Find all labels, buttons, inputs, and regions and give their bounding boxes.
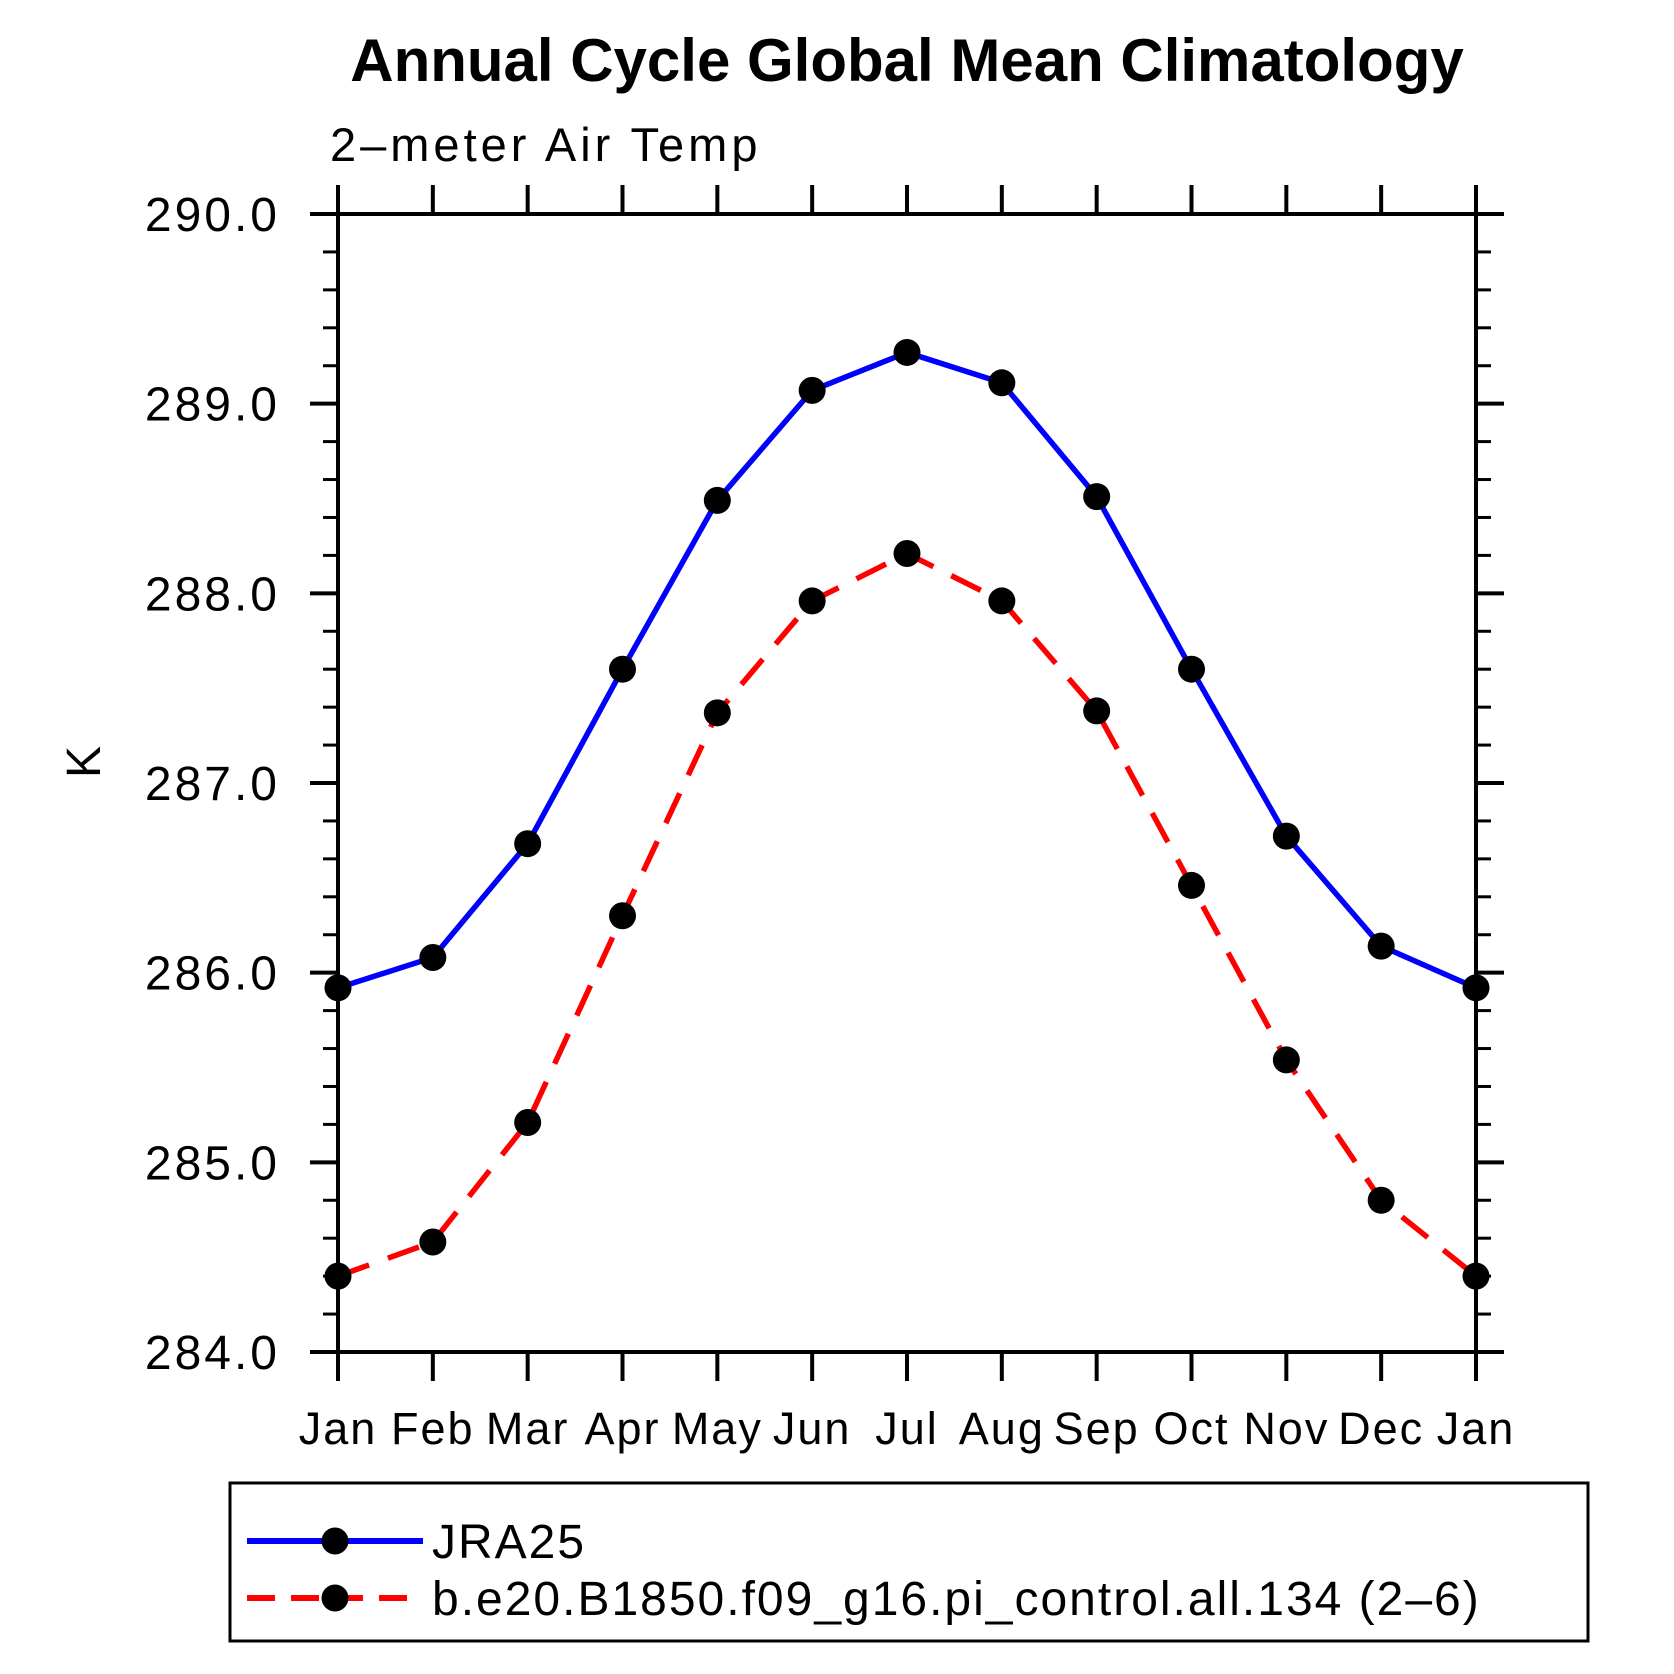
legend-label-model: b.e20.B1850.f09_g16.pi_control.all.134 (… xyxy=(432,1573,1481,1626)
x-tick-label: Oct xyxy=(1153,1403,1229,1454)
y-tick-label: 286.0 xyxy=(145,948,280,1001)
data-point-model xyxy=(1083,697,1111,725)
data-point-model xyxy=(324,1262,352,1290)
data-point-model xyxy=(1462,1262,1490,1290)
data-point-jra25 xyxy=(1367,932,1395,960)
data-point-jra25 xyxy=(324,974,352,1002)
chart-subtitle: 2–meter Air Temp xyxy=(330,118,762,171)
data-point-jra25 xyxy=(893,338,921,366)
x-tick-label: Jan xyxy=(1437,1403,1516,1454)
x-tick-label: Jul xyxy=(875,1403,939,1454)
data-point-jra25 xyxy=(703,486,731,514)
data-point-model xyxy=(1367,1186,1395,1214)
legend-marker-model xyxy=(321,1584,349,1612)
data-point-jra25 xyxy=(798,376,826,404)
y-tick-label: 288.0 xyxy=(145,568,280,621)
legend-marker-jra25 xyxy=(321,1527,349,1555)
chart-title: Annual Cycle Global Mean Climatology xyxy=(350,27,1464,94)
data-point-jra25 xyxy=(1083,483,1111,511)
data-point-model xyxy=(514,1109,542,1137)
data-point-model xyxy=(893,540,921,568)
legend-box xyxy=(228,1481,1590,1643)
data-point-model xyxy=(1178,871,1205,899)
x-tick-label: Feb xyxy=(391,1403,475,1454)
x-tick-label: May xyxy=(672,1403,763,1454)
data-point-model xyxy=(1272,1046,1300,1074)
y-tick-label: 284.0 xyxy=(145,1327,280,1380)
x-tick-label: Apr xyxy=(584,1403,660,1454)
data-point-model xyxy=(988,587,1016,615)
series-line-model xyxy=(337,550,1478,1279)
x-tick-label: Dec xyxy=(1338,1403,1424,1454)
y-tick-label: 289.0 xyxy=(145,379,280,432)
y-tick-label: 290.0 xyxy=(145,189,280,242)
x-tick-label: Jan xyxy=(299,1403,378,1454)
data-point-jra25 xyxy=(514,830,542,858)
data-point-jra25 xyxy=(419,943,447,971)
data-point-jra25 xyxy=(1462,974,1490,1002)
x-tick-label: Sep xyxy=(1054,1403,1140,1454)
data-point-model xyxy=(703,699,731,727)
data-point-model xyxy=(798,587,826,615)
y-axis-label: K xyxy=(58,746,111,778)
y-tick-label: 285.0 xyxy=(145,1137,280,1190)
x-tick-label: Nov xyxy=(1243,1403,1329,1454)
data-point-jra25 xyxy=(1178,655,1205,683)
x-tick-label: Aug xyxy=(959,1403,1045,1454)
x-tick-label: Mar xyxy=(486,1403,570,1454)
data-point-model xyxy=(609,902,636,930)
legend-label-jra25: JRA25 xyxy=(432,1516,586,1569)
data-point-jra25 xyxy=(609,655,636,683)
data-point-jra25 xyxy=(1272,822,1300,850)
series-line-jra25 xyxy=(337,349,1478,991)
y-tick-label: 287.0 xyxy=(145,758,280,811)
x-tick-label: Jun xyxy=(773,1403,852,1454)
data-point-model xyxy=(419,1228,447,1256)
data-point-jra25 xyxy=(988,369,1016,397)
